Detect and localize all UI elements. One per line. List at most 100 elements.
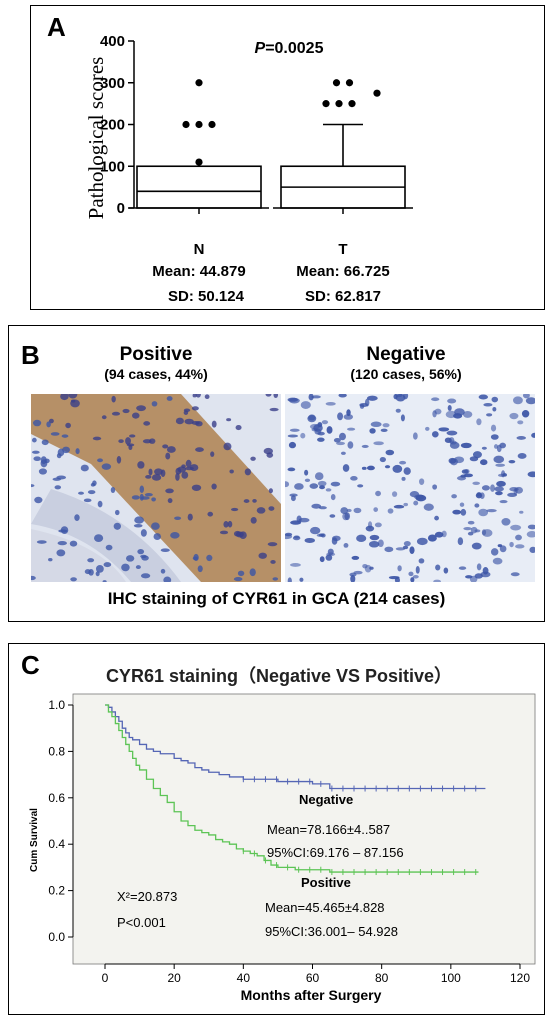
nucleus	[326, 426, 333, 434]
nucleus	[353, 507, 362, 514]
nucleus	[46, 421, 51, 428]
nucleus	[139, 485, 145, 493]
nucleus	[118, 439, 124, 444]
nucleus	[143, 421, 151, 426]
y-axis-label: Cum Survival	[29, 808, 40, 872]
nucleus	[102, 580, 107, 582]
nucleus	[529, 546, 535, 553]
outlier-point	[373, 89, 381, 97]
nucleus	[445, 410, 457, 419]
nucleus	[289, 428, 300, 432]
panel-b: B Positive (94 cases, 44%) Negative (120…	[8, 325, 545, 622]
nucleus	[80, 464, 89, 472]
nucleus	[478, 508, 489, 517]
nucleus	[31, 437, 37, 443]
positive-cases: (94 cases, 44%)	[104, 366, 208, 382]
nucleus	[462, 410, 473, 418]
category-label-t: T	[338, 241, 347, 258]
nucleus	[356, 534, 367, 543]
nucleus	[519, 510, 524, 514]
nucleus	[359, 402, 369, 407]
nucleus	[369, 534, 380, 541]
nucleus	[481, 446, 487, 450]
nucleus	[300, 432, 306, 439]
nucleus	[375, 490, 381, 497]
nucleus	[267, 542, 278, 547]
nucleus	[431, 397, 440, 402]
nucleus	[34, 496, 43, 504]
box-plot: Pathological scores P=0.0025 0 100 200 300 4…	[84, 33, 413, 305]
nucleus	[517, 420, 524, 425]
y-tick-label: 0.2	[48, 884, 65, 898]
nucleus	[454, 408, 465, 416]
nucleus	[494, 486, 504, 492]
nucleus	[350, 574, 356, 582]
y-tick-label: 0.6	[48, 791, 65, 805]
nucleus	[527, 471, 535, 478]
nucleus	[256, 507, 266, 514]
nucleus	[304, 478, 311, 483]
nucleus	[317, 480, 327, 487]
nucleus	[250, 516, 257, 524]
nucleus	[418, 558, 425, 564]
nucleus	[166, 396, 173, 401]
nucleus	[103, 562, 112, 568]
nucleus	[68, 394, 78, 399]
negative-ci: 95%CI:69.176 – 87.156	[267, 845, 404, 860]
nucleus	[74, 514, 80, 521]
nucleus	[160, 548, 170, 553]
y-tick-label: 0.8	[48, 744, 65, 758]
nucleus	[526, 531, 535, 538]
nucleus	[125, 555, 135, 562]
nucleus	[508, 460, 516, 464]
nucleus	[140, 529, 147, 537]
nucleus	[165, 452, 171, 460]
nucleus	[151, 401, 158, 407]
nucleus	[65, 422, 71, 429]
nucleus	[235, 424, 242, 431]
nucleus	[486, 509, 497, 513]
nucleus	[289, 563, 301, 567]
nucleus	[433, 579, 441, 582]
nucleus	[140, 554, 147, 559]
panel-b-caption: IHC staining of CYR61 in GCA (214 cases)	[107, 589, 446, 608]
nucleus	[69, 540, 78, 547]
outlier-point	[182, 120, 190, 129]
nucleus	[33, 456, 41, 462]
nucleus	[252, 498, 257, 503]
nucleus	[57, 540, 67, 546]
nucleus	[36, 540, 47, 544]
nucleus	[434, 408, 442, 415]
nucleus	[309, 483, 319, 489]
nucleus	[460, 442, 472, 449]
nucleus	[510, 524, 522, 531]
nucleus	[459, 502, 465, 507]
nucleus	[54, 485, 62, 490]
nucleus	[296, 515, 302, 523]
nucleus	[432, 484, 438, 490]
negative-label: Negative	[299, 792, 353, 807]
nucleus	[226, 418, 232, 422]
p-text: P<0.001	[117, 915, 166, 930]
nucleus	[392, 464, 403, 473]
nucleus	[288, 397, 300, 404]
nucleus	[498, 473, 505, 477]
panel-c-label: C	[21, 650, 40, 680]
panel-a: A Pathological scores P=0.0025 0 100 200 30…	[30, 5, 545, 310]
nucleus	[467, 520, 475, 525]
nucleus	[288, 441, 297, 449]
nucleus	[361, 466, 367, 470]
nucleus	[357, 484, 364, 488]
nucleus	[151, 522, 160, 530]
nucleus	[492, 557, 503, 565]
nucleus	[258, 552, 267, 559]
nucleus	[469, 575, 478, 582]
nucleus	[195, 394, 201, 398]
nucleus	[457, 537, 464, 546]
nucleus	[425, 426, 430, 431]
nucleus	[384, 465, 391, 469]
nucleus	[330, 481, 341, 487]
nucleus	[369, 566, 374, 570]
nucleus	[472, 451, 482, 459]
nucleus	[92, 436, 102, 441]
